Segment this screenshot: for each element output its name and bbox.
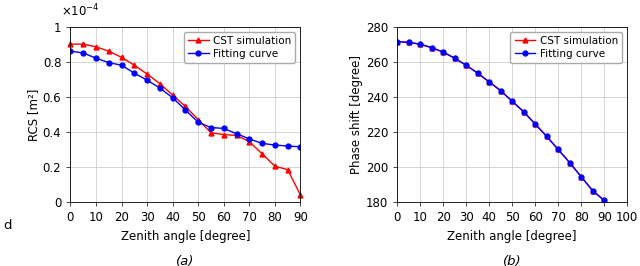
Fitting curve — [508, 100, 516, 103]
CST simulation — [195, 118, 202, 121]
Fitting curve — [416, 43, 424, 46]
CST simulation — [439, 51, 447, 54]
CST simulation — [271, 165, 279, 168]
Fitting curve — [393, 40, 401, 43]
Fitting curve — [156, 86, 164, 90]
Line: CST simulation: CST simulation — [68, 42, 303, 198]
Fitting curve — [566, 161, 573, 164]
Fitting curve — [169, 96, 177, 99]
X-axis label: Zenith angle [degree]: Zenith angle [degree] — [121, 230, 250, 243]
Fitting curve — [577, 175, 585, 178]
Fitting curve — [297, 145, 305, 148]
Fitting curve — [531, 122, 539, 126]
CST simulation — [577, 175, 585, 178]
CST simulation — [220, 133, 228, 136]
Fitting curve — [462, 64, 470, 67]
Fitting curve — [404, 41, 412, 44]
Fitting curve — [118, 64, 125, 67]
Text: (a): (a) — [176, 255, 195, 266]
CST simulation — [428, 46, 435, 49]
Fitting curve — [600, 199, 608, 202]
Fitting curve — [554, 148, 562, 151]
X-axis label: Zenith angle [degree]: Zenith angle [degree] — [447, 230, 577, 243]
CST simulation — [79, 43, 87, 46]
CST simulation — [520, 110, 527, 113]
CST simulation — [497, 89, 504, 92]
CST simulation — [393, 40, 401, 43]
Fitting curve — [195, 121, 202, 124]
CST simulation — [416, 43, 424, 46]
CST simulation — [485, 80, 493, 84]
Fitting curve — [233, 132, 241, 135]
Fitting curve — [131, 72, 138, 75]
Fitting curve — [474, 72, 481, 75]
CST simulation — [600, 199, 608, 202]
CST simulation — [543, 135, 550, 138]
CST simulation — [246, 140, 253, 143]
Fitting curve — [497, 89, 504, 92]
Fitting curve — [485, 80, 493, 84]
Line: CST simulation: CST simulation — [395, 39, 607, 203]
Fitting curve — [428, 46, 435, 49]
Fitting curve — [543, 135, 550, 138]
Fitting curve — [67, 49, 74, 53]
Fitting curve — [143, 78, 151, 82]
CST simulation — [404, 41, 412, 44]
Legend: CST simulation, Fitting curve: CST simulation, Fitting curve — [511, 32, 622, 63]
Fitting curve — [439, 51, 447, 54]
Fitting curve — [284, 144, 292, 148]
CST simulation — [508, 100, 516, 103]
CST simulation — [169, 93, 177, 97]
CST simulation — [233, 134, 241, 137]
Y-axis label: Phase shift [degree]: Phase shift [degree] — [350, 55, 363, 174]
CST simulation — [297, 194, 305, 197]
Fitting curve — [271, 144, 279, 147]
CST simulation — [105, 49, 113, 53]
CST simulation — [131, 64, 138, 67]
Fitting curve — [207, 126, 215, 129]
CST simulation — [566, 161, 573, 164]
Y-axis label: RCS [m²]: RCS [m²] — [27, 88, 40, 140]
CST simulation — [451, 57, 458, 60]
Text: d: d — [3, 219, 12, 232]
CST simulation — [531, 122, 539, 126]
CST simulation — [284, 168, 292, 171]
Fitting curve — [259, 142, 266, 145]
Line: Fitting curve: Fitting curve — [395, 39, 607, 203]
Fitting curve — [451, 57, 458, 60]
CST simulation — [67, 43, 74, 46]
CST simulation — [474, 72, 481, 75]
Line: Fitting curve: Fitting curve — [68, 49, 303, 149]
Fitting curve — [520, 110, 527, 113]
Fitting curve — [182, 109, 189, 112]
CST simulation — [182, 105, 189, 108]
CST simulation — [143, 72, 151, 76]
Fitting curve — [79, 51, 87, 55]
CST simulation — [259, 152, 266, 155]
Fitting curve — [92, 57, 100, 60]
CST simulation — [207, 131, 215, 134]
CST simulation — [118, 56, 125, 59]
Fitting curve — [246, 137, 253, 140]
Legend: CST simulation, Fitting curve: CST simulation, Fitting curve — [184, 32, 295, 63]
CST simulation — [156, 82, 164, 85]
Fitting curve — [105, 61, 113, 64]
Text: (b): (b) — [503, 255, 522, 266]
CST simulation — [92, 45, 100, 48]
Fitting curve — [220, 127, 228, 130]
Text: $\times10^{-4}$: $\times10^{-4}$ — [61, 3, 100, 20]
Fitting curve — [589, 189, 596, 192]
CST simulation — [554, 148, 562, 151]
CST simulation — [589, 189, 596, 192]
CST simulation — [462, 64, 470, 67]
